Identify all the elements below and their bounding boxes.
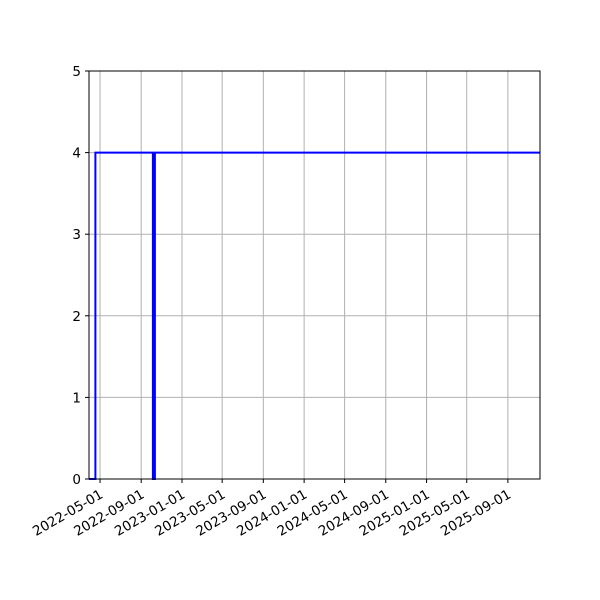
y-tick-label: 1 [72,390,81,406]
y-tick-label: 3 [72,227,81,243]
series-line [89,151,540,480]
axes-spines [88,70,541,480]
y-tick-label: 2 [72,309,81,325]
y-tick-label: 5 [72,64,81,80]
y-tick-label: 4 [72,146,81,162]
y-tick-label: 0 [72,472,81,488]
plot-area [89,71,540,479]
